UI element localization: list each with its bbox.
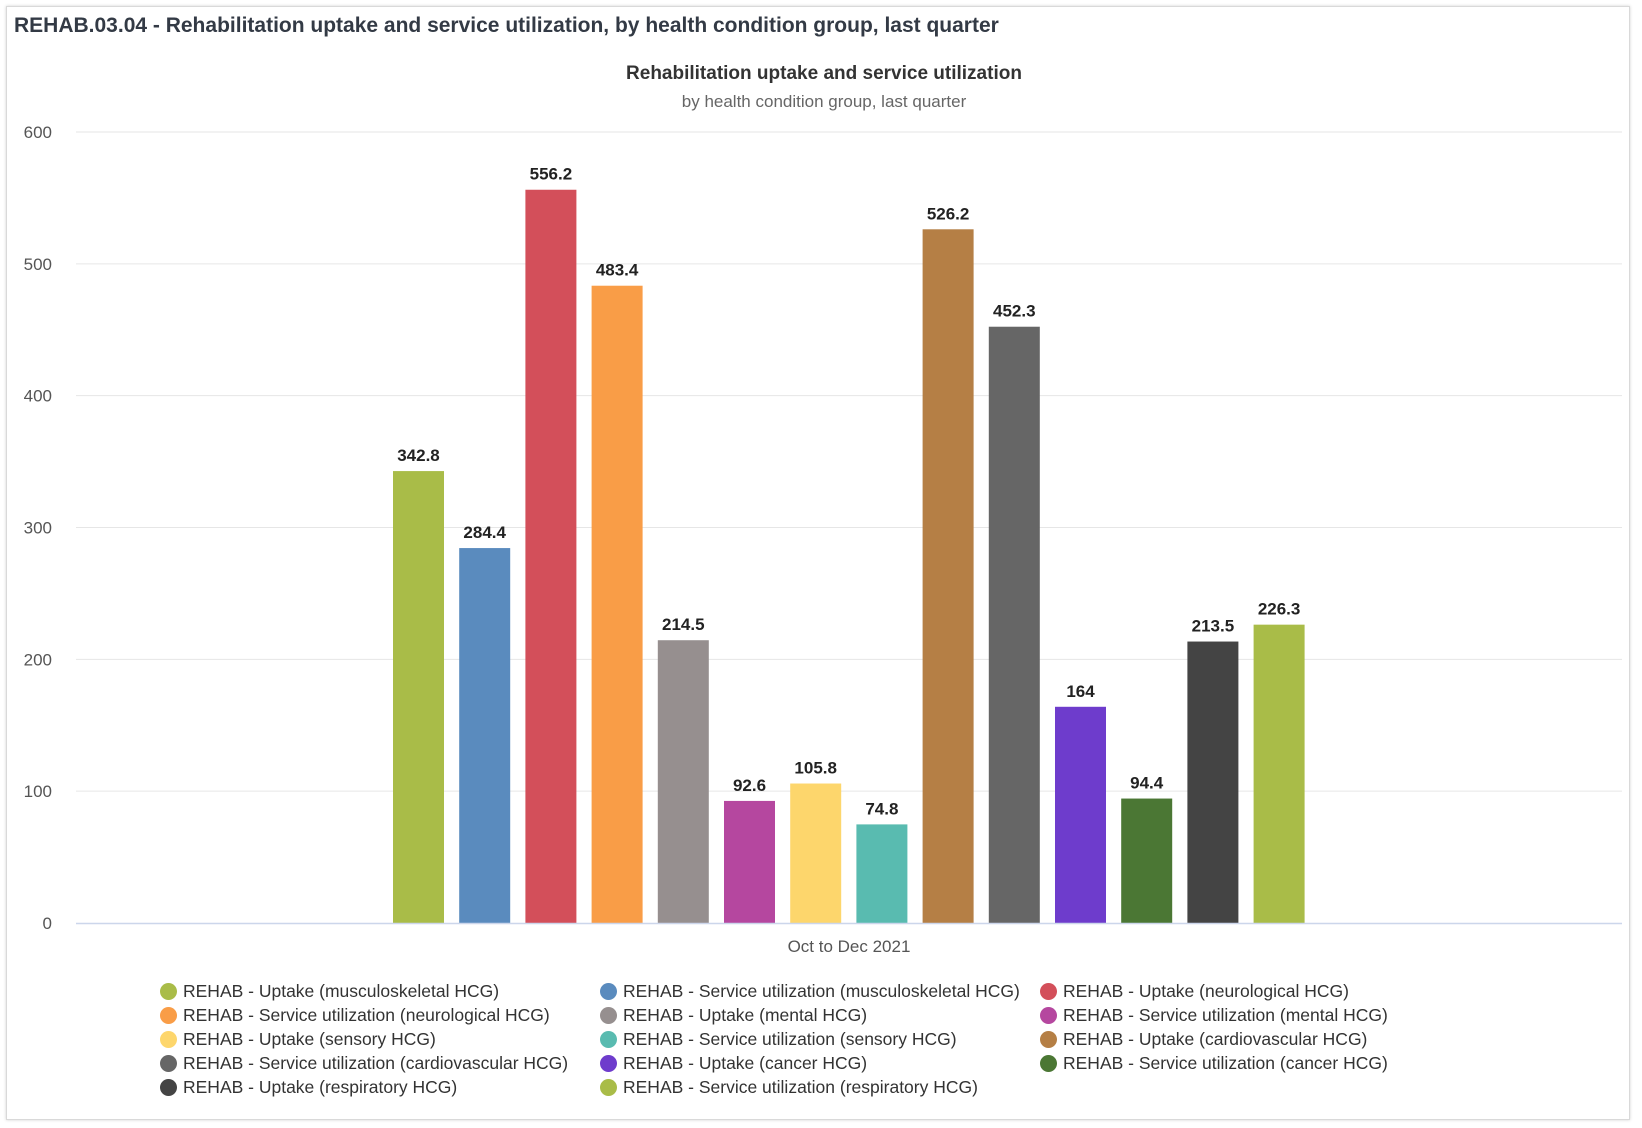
legend-item[interactable]: REHAB - Uptake (cardiovascular HCG) [1040, 1028, 1480, 1050]
data-label: 164 [1066, 682, 1095, 701]
legend-item[interactable]: REHAB - Service utilization (respiratory… [600, 1076, 1040, 1098]
bar [1187, 641, 1239, 923]
legend-label: REHAB - Service utilization (neurologica… [183, 1004, 550, 1025]
data-label: 214.5 [662, 615, 705, 634]
legend-swatch [1040, 1030, 1057, 1048]
y-tick-label: 500 [24, 255, 52, 274]
bar [459, 548, 511, 923]
legend-swatch [600, 1078, 617, 1096]
y-tick-label: 600 [24, 123, 52, 142]
legend-label: REHAB - Service utilization (respiratory… [623, 1076, 978, 1097]
legend-swatch [600, 1006, 617, 1024]
legend-item[interactable]: REHAB - Service utilization (sensory HCG… [600, 1028, 1040, 1050]
legend-label: REHAB - Service utilization (mental HCG) [1063, 1004, 1388, 1025]
bar [1121, 798, 1173, 923]
legend-swatch [160, 1078, 177, 1096]
x-tick-label: Oct to Dec 2021 [788, 937, 911, 956]
legend-swatch [1040, 982, 1057, 1000]
legend-swatch [160, 982, 177, 1000]
data-label: 452.3 [993, 302, 1036, 321]
bar [856, 824, 908, 923]
y-tick-label: 200 [24, 650, 52, 669]
legend-swatch [1040, 1006, 1057, 1024]
legend-swatch [160, 1030, 177, 1048]
legend-item[interactable]: REHAB - Uptake (sensory HCG) [160, 1028, 600, 1050]
card-title: REHAB.03.04 - Rehabilitation uptake and … [14, 14, 999, 37]
y-tick-label: 100 [24, 782, 52, 801]
legend: REHAB - Uptake (musculoskeletal HCG) REHA… [160, 980, 1480, 1098]
bar [393, 471, 444, 923]
legend-item[interactable]: REHAB - Service utilization (cancer HCG) [1040, 1052, 1480, 1074]
legend-swatch [600, 1030, 617, 1048]
data-label: 226.3 [1258, 600, 1301, 619]
x-axis: Oct to Dec 2021 [76, 922, 1622, 956]
bars [393, 189, 1305, 924]
data-label: 526.2 [927, 204, 970, 223]
bar [525, 189, 577, 924]
data-label: 105.8 [794, 759, 837, 778]
legend-swatch [160, 1006, 177, 1024]
legend-label: REHAB - Service utilization (cardiovascu… [183, 1052, 569, 1073]
y-tick-label: 0 [43, 914, 52, 933]
data-label: 94.4 [1130, 774, 1164, 793]
bar [790, 783, 842, 923]
legend-item[interactable]: REHAB - Service utilization (musculoskel… [600, 980, 1040, 1002]
legend-label: REHAB - Service utilization (musculoskel… [623, 980, 1020, 1001]
legend-item[interactable]: REHAB - Uptake (mental HCG) [600, 1004, 1040, 1026]
bar [922, 229, 974, 924]
chart-subtitle: by health condition group, last quarter [682, 92, 967, 111]
legend-label: REHAB - Uptake (neurological HCG) [1063, 980, 1349, 1001]
y-tick-label: 300 [24, 519, 52, 538]
data-label: 213.5 [1192, 617, 1235, 636]
data-labels: 342.8 284.4 556.2 483.4 214.5 92.6 105.8 74.8 52… [397, 165, 1300, 819]
legend-label: REHAB - Service utilization (cancer HCG) [1063, 1052, 1388, 1073]
legend-item[interactable]: REHAB - Uptake (respiratory HCG) [160, 1076, 600, 1098]
y-axis: 0 100 200 300 400 500 600 [24, 123, 52, 933]
legend-item[interactable]: REHAB - Uptake (musculoskeletal HCG) [160, 980, 600, 1002]
legend-label: REHAB - Uptake (sensory HCG) [183, 1028, 436, 1049]
chart-title: Rehabilitation uptake and service utiliz… [626, 63, 1022, 84]
data-label: 483.4 [596, 261, 639, 280]
legend-swatch [1040, 1054, 1057, 1072]
legend-swatch [600, 982, 617, 1000]
bar [657, 640, 709, 923]
data-label: 342.8 [397, 446, 440, 465]
legend-item[interactable]: REHAB - Uptake (neurological HCG) [1040, 980, 1480, 1002]
legend-item[interactable]: REHAB - Service utilization (cardiovascu… [160, 1052, 600, 1074]
data-label: 556.2 [530, 165, 573, 184]
legend-label: REHAB - Uptake (respiratory HCG) [183, 1076, 458, 1097]
legend-swatch [600, 1054, 617, 1072]
data-label: 74.8 [865, 799, 898, 818]
bar [724, 800, 775, 923]
legend-label: REHAB - Uptake (cancer HCG) [623, 1052, 868, 1073]
data-label: 92.6 [733, 776, 766, 795]
legend-label: REHAB - Uptake (musculoskeletal HCG) [183, 980, 500, 1001]
legend-item[interactable]: REHAB - Uptake (cancer HCG) [600, 1052, 1040, 1074]
legend-item[interactable]: REHAB - Service utilization (neurologica… [160, 1004, 600, 1026]
legend-swatch [160, 1054, 177, 1072]
bar [988, 326, 1040, 923]
bar [1055, 706, 1106, 923]
legend-label: REHAB - Uptake (mental HCG) [623, 1004, 868, 1025]
bar [1253, 624, 1305, 923]
y-tick-label: 400 [24, 387, 52, 406]
legend-item[interactable]: REHAB - Service utilization (mental HCG) [1040, 1004, 1480, 1026]
gridlines [76, 131, 1622, 792]
chart-card [6, 6, 1630, 1120]
legend-label: REHAB - Service utilization (sensory HCG… [623, 1028, 957, 1049]
legend-label: REHAB - Uptake (cardiovascular HCG) [1063, 1028, 1368, 1049]
bar [591, 285, 643, 923]
data-label: 284.4 [463, 523, 506, 542]
